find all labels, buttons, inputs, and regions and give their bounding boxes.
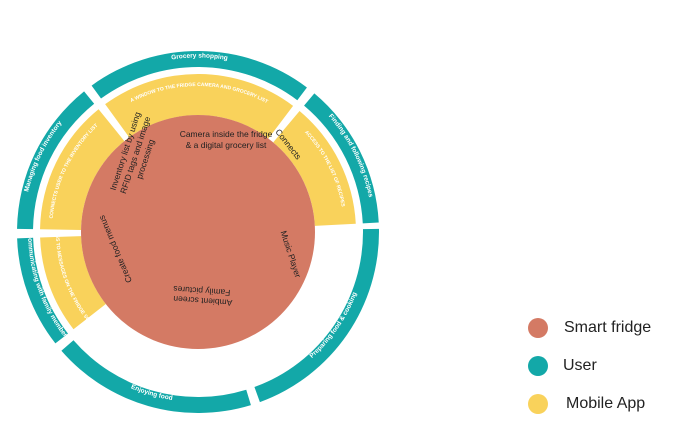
mobile-app-swatch [528, 394, 548, 414]
legend-item-user: User [528, 356, 651, 376]
smart-fridge-core [81, 115, 315, 349]
ambient-feature-line1: Ambient screen [173, 294, 233, 308]
legend-label-smart-fridge: Smart fridge [564, 319, 652, 336]
camera-feature-line2: & a digital grocery list [186, 140, 267, 150]
legend-item-smart-fridge: Smart fridge [528, 318, 651, 338]
smart-fridge-swatch [528, 318, 548, 338]
app-segment-messages-access [40, 236, 106, 330]
app-segment-fridge-window [105, 74, 294, 139]
user-swatch [528, 356, 548, 376]
legend-label-user: User [563, 357, 597, 374]
user-segment-preparing-food [254, 228, 380, 403]
legend-label-mobile-app: Mobile App [566, 395, 646, 412]
app-segment-inventory-connect [40, 109, 125, 230]
user-label-grocery-shopping: Grocery shopping [171, 52, 228, 61]
user-segment-enjoying-food [61, 340, 251, 413]
app-segment-recipes-access [273, 110, 356, 226]
mobile-app-ring: A WINDOW TO THE FRIDGE CAMERA AND GROCER… [40, 74, 356, 333]
legend-item-mobile-app: Mobile App [528, 394, 651, 414]
user-segment-grocery-shopping [91, 50, 307, 101]
legend: Smart fridge User Mobile App [528, 318, 651, 432]
ambient-feature-line2: Family pictures [173, 284, 231, 298]
user-segment-managing-inventory [17, 91, 95, 230]
user-segment-finding-recipes [304, 93, 379, 224]
user-segment-communicating-family [17, 237, 68, 344]
camera-feature-line1: Camera inside the fridge [180, 129, 273, 139]
